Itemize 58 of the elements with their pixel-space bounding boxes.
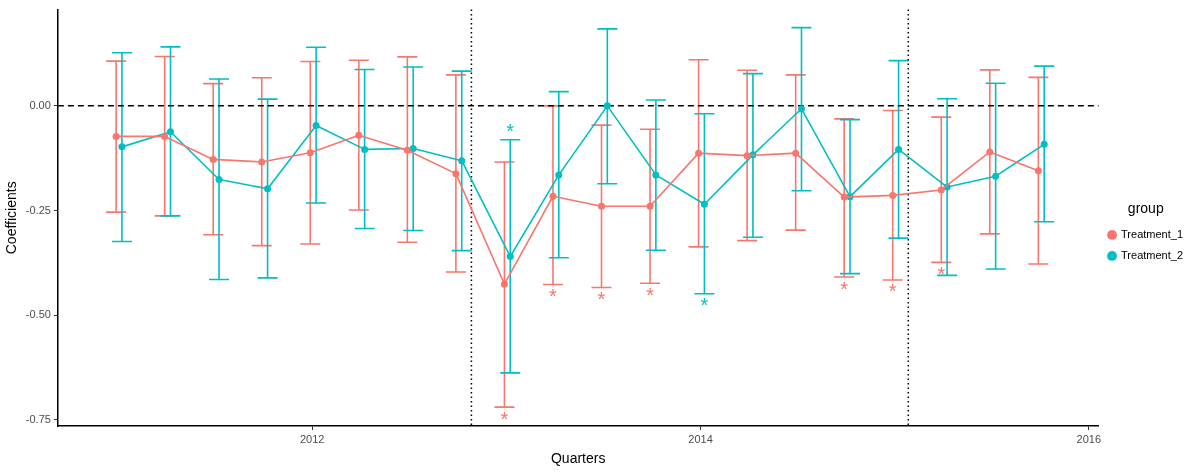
point	[743, 152, 751, 160]
point	[118, 143, 126, 151]
point	[258, 158, 266, 166]
point	[409, 145, 417, 153]
y-tick-label: 0.00	[29, 98, 51, 111]
point	[506, 253, 514, 261]
point	[209, 155, 217, 163]
point	[937, 186, 945, 194]
point	[458, 157, 466, 165]
y-tick-label: -0.25	[25, 203, 51, 216]
point	[361, 145, 369, 153]
point	[598, 202, 606, 210]
point	[603, 102, 611, 110]
point	[797, 105, 805, 113]
legend-label: Treatment_2	[1121, 248, 1184, 261]
point	[403, 146, 411, 154]
point	[306, 149, 314, 157]
point	[355, 131, 363, 139]
annotation: *	[700, 294, 709, 317]
point	[1040, 140, 1048, 148]
point	[840, 193, 848, 201]
point	[992, 172, 1000, 180]
x-axis-title: Quarters	[550, 450, 606, 467]
point	[652, 171, 660, 179]
point	[986, 148, 994, 156]
annotation: *	[937, 262, 946, 285]
point	[1034, 167, 1042, 175]
annotation: *	[597, 287, 606, 310]
point	[555, 171, 563, 179]
legend-title: group	[1127, 200, 1164, 217]
point	[264, 185, 272, 193]
annotation: *	[500, 407, 509, 430]
annotation: *	[888, 280, 897, 303]
x-tick-label: 2016	[1076, 432, 1102, 445]
point	[161, 132, 169, 140]
point	[646, 202, 654, 210]
point	[112, 132, 120, 140]
point	[452, 170, 460, 178]
point	[695, 149, 703, 157]
y-tick-label: -0.75	[25, 412, 51, 425]
annotation: *	[549, 285, 558, 308]
point	[166, 128, 174, 136]
point	[549, 192, 557, 200]
point	[889, 191, 897, 199]
point	[792, 149, 800, 157]
y-axis-title: Coefficients	[3, 181, 20, 255]
legend-label: Treatment_1	[1121, 227, 1184, 240]
point	[215, 176, 223, 184]
point	[700, 200, 708, 208]
annotation: *	[840, 277, 849, 300]
x-tick-label: 2012	[299, 432, 325, 445]
x-tick-label: 2014	[688, 432, 713, 445]
annotation: *	[646, 283, 655, 306]
point	[312, 122, 320, 130]
annotation: *	[506, 120, 515, 143]
point	[500, 280, 508, 288]
y-tick-label: -0.50	[25, 308, 51, 321]
point	[895, 145, 903, 153]
